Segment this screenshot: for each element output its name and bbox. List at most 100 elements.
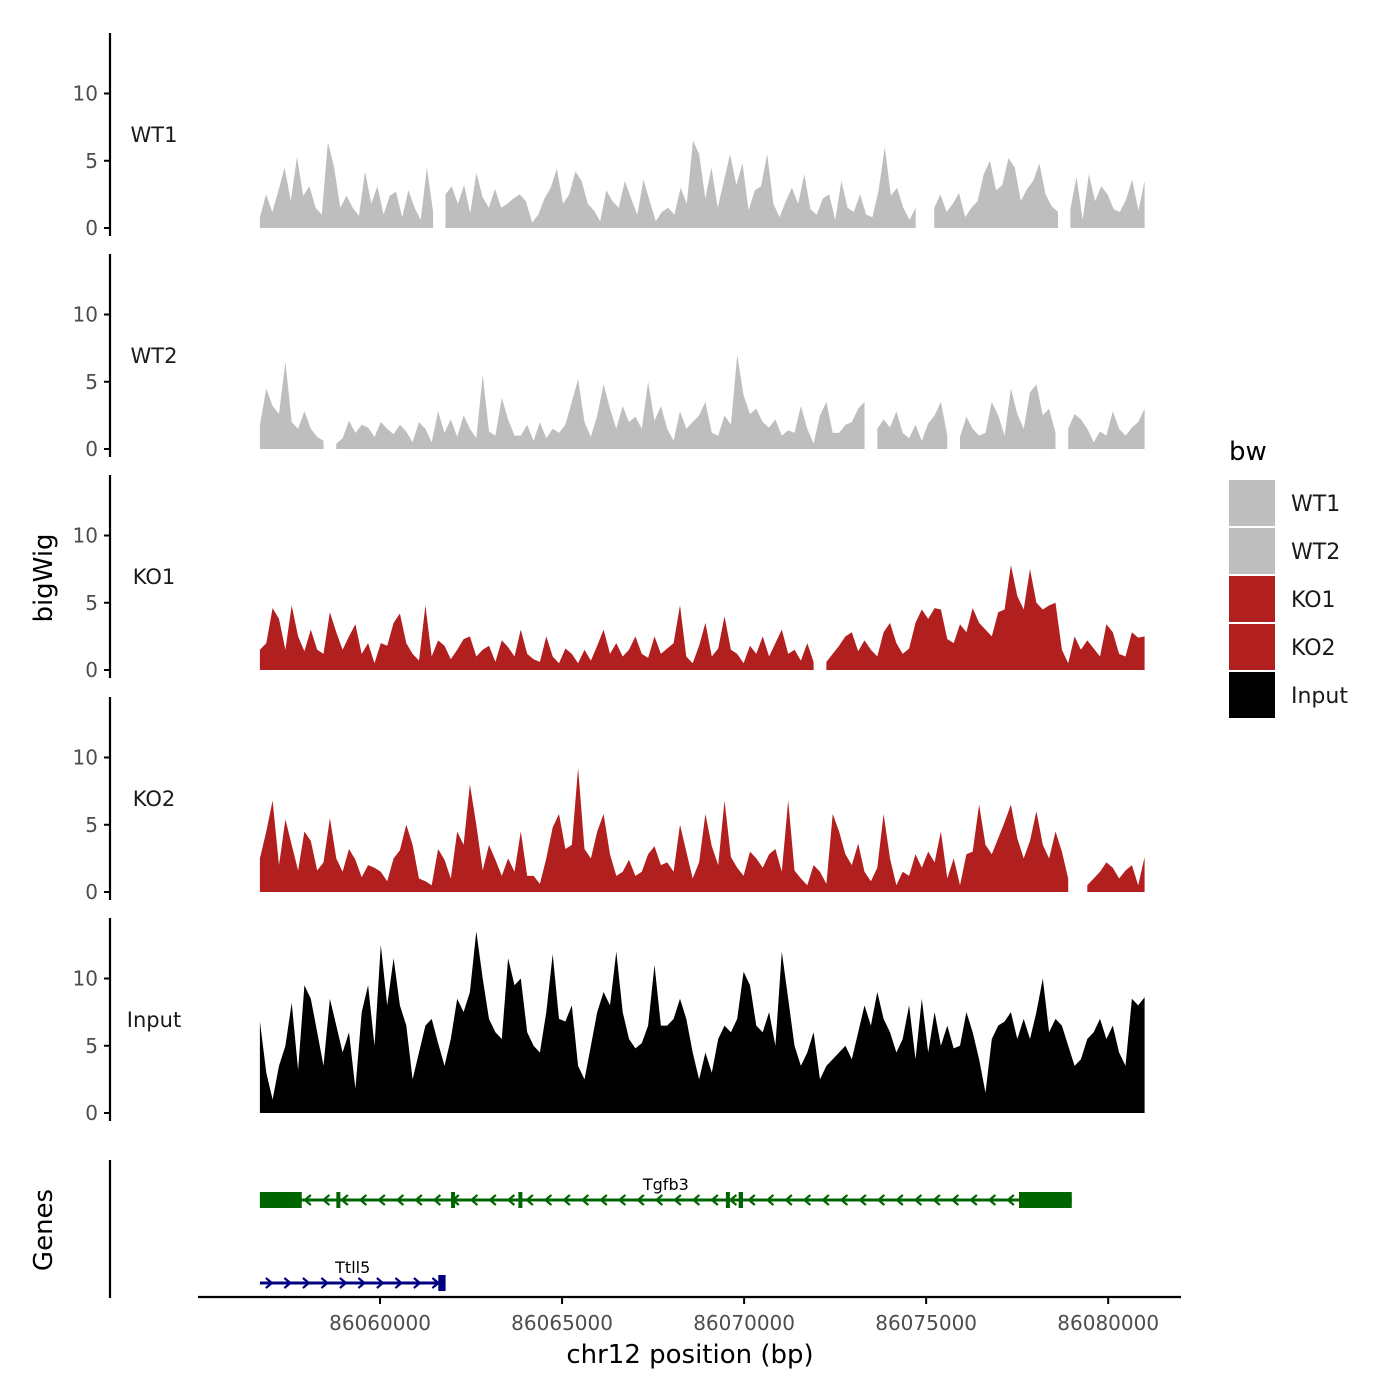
track-ko1: 0 5 10 KO1 <box>73 474 1145 682</box>
track-label: KO1 <box>133 565 176 589</box>
strand-chevron <box>858 1194 867 1206</box>
x-tick-label: 86080000 <box>1057 1311 1159 1335</box>
area-segment-ko2 <box>259 768 1069 892</box>
track-label: KO2 <box>133 787 176 811</box>
gene-label: Tgfb3 <box>642 1175 689 1194</box>
strand-chevron <box>358 1194 368 1206</box>
legend-label: WT1 <box>1291 492 1340 517</box>
gene-exon <box>725 1192 730 1208</box>
area-segment-wt1 <box>445 140 916 228</box>
x-axis: 86060000 86065000 86070000 86075000 86080000 <box>198 1295 1181 1335</box>
strand-chevron <box>525 1194 534 1206</box>
strand-chevron <box>821 1194 830 1206</box>
strand-chevron <box>394 1277 404 1289</box>
strand-chevron <box>488 1194 497 1206</box>
strand-chevron <box>691 1194 701 1206</box>
strand-chevron <box>340 1194 349 1206</box>
strand-chevron <box>283 1277 293 1289</box>
legend-label: KO2 <box>1291 636 1336 661</box>
y-tick-label: 5 <box>85 591 98 615</box>
strand-chevron <box>636 1194 645 1206</box>
strand-chevron <box>913 1194 923 1206</box>
strand-chevron <box>376 1277 385 1289</box>
legend-swatch-wt2 <box>1229 528 1275 574</box>
genes-axis-title: Genes <box>29 1189 59 1271</box>
track-ko2: 0 5 10 KO2 <box>73 696 1145 904</box>
strand-chevron <box>395 1194 405 1206</box>
gene-exon <box>336 1192 341 1208</box>
legend-swatch-ko2 <box>1229 624 1275 670</box>
gene-exon <box>259 1192 302 1208</box>
track-label: WT1 <box>131 123 178 147</box>
area-segment-ko1 <box>826 565 1145 670</box>
area-segment-ko2 <box>1087 857 1145 892</box>
strand-chevron <box>469 1194 479 1206</box>
area-segment-wt2 <box>259 361 324 449</box>
strand-chevron <box>710 1194 719 1206</box>
gene-exon <box>738 1192 744 1208</box>
strand-chevron <box>802 1194 812 1206</box>
y-tick-label: 5 <box>85 370 98 394</box>
y-tick-label: 0 <box>85 658 98 682</box>
y-tick-label: 0 <box>85 216 98 240</box>
y-tick-label: 0 <box>85 1101 98 1125</box>
strand-chevron <box>377 1194 386 1206</box>
legend-label: Input <box>1291 684 1348 709</box>
legend-swatch-input <box>1229 672 1275 718</box>
track-label: WT2 <box>131 344 178 368</box>
strand-chevron <box>765 1194 775 1206</box>
strand-chevron <box>320 1277 330 1289</box>
legend-swatch-ko1 <box>1229 576 1275 622</box>
y-tick-label: 5 <box>85 149 98 173</box>
gene-label: Ttll5 <box>334 1258 370 1277</box>
area-segment-wt1 <box>934 158 1058 228</box>
area-segment-input <box>259 931 1145 1113</box>
y-tick-label: 0 <box>85 437 98 461</box>
strand-chevron <box>673 1194 682 1206</box>
genes-layer: Tgfb3 Ttll5 <box>108 1160 1072 1298</box>
strand-chevron <box>950 1194 960 1206</box>
strand-chevron <box>339 1277 348 1289</box>
y-tick-label: 0 <box>85 880 98 904</box>
strand-chevron <box>932 1194 941 1206</box>
track-input: 0 5 10 Input <box>73 917 1145 1125</box>
gene-exon <box>1018 1192 1072 1208</box>
x-tick-label: 86075000 <box>875 1311 977 1335</box>
strand-chevron <box>617 1194 627 1206</box>
strand-chevron <box>302 1277 311 1289</box>
y-tick-label: 10 <box>73 303 98 327</box>
track-wt1: 0 5 10 WT1 <box>73 32 1145 240</box>
x-tick-label: 86070000 <box>693 1311 795 1335</box>
gene-exon <box>518 1192 523 1208</box>
x-axis-title: chr12 position (bp) <box>566 1340 813 1370</box>
strand-chevron <box>839 1194 849 1206</box>
y-tick-label: 10 <box>73 82 98 106</box>
strand-chevron <box>357 1277 367 1289</box>
y-tick-label: 10 <box>73 746 98 770</box>
y-tick-label: 10 <box>73 524 98 548</box>
tracks-layer: 0 5 10 WT1 0 5 10 WT2 0 5 10 KO1 0 5 10 KO2 0 5 10 Input <box>73 32 1145 1125</box>
y-tick-label: 10 <box>73 967 98 991</box>
strand-chevron <box>321 1194 331 1206</box>
x-tick-label: 86060000 <box>329 1311 431 1335</box>
track-wt2: 0 5 10 WT2 <box>73 253 1145 461</box>
strand-chevron <box>543 1194 553 1206</box>
strand-chevron <box>1006 1194 1015 1206</box>
strand-chevron <box>599 1194 608 1206</box>
y-tick-label: 5 <box>85 1034 98 1058</box>
gene-tgfb3: Tgfb3 <box>259 1175 1072 1208</box>
y-tick-label: 5 <box>85 813 98 837</box>
strand-chevron <box>414 1194 423 1206</box>
strand-chevron <box>580 1194 590 1206</box>
area-segment-wt1 <box>1070 174 1145 228</box>
strand-chevron <box>413 1277 422 1289</box>
gene-ttll5: Ttll5 <box>259 1258 446 1291</box>
strand-chevron <box>969 1194 978 1206</box>
legend-swatch-wt1 <box>1229 480 1275 526</box>
strand-chevron <box>432 1194 442 1206</box>
legend-label: KO1 <box>1291 588 1336 613</box>
area-segment-ko1 <box>259 605 814 670</box>
area-segment-wt2 <box>960 384 1056 449</box>
area-segment-wt2 <box>1068 408 1145 449</box>
legend-title: bw <box>1229 437 1267 467</box>
